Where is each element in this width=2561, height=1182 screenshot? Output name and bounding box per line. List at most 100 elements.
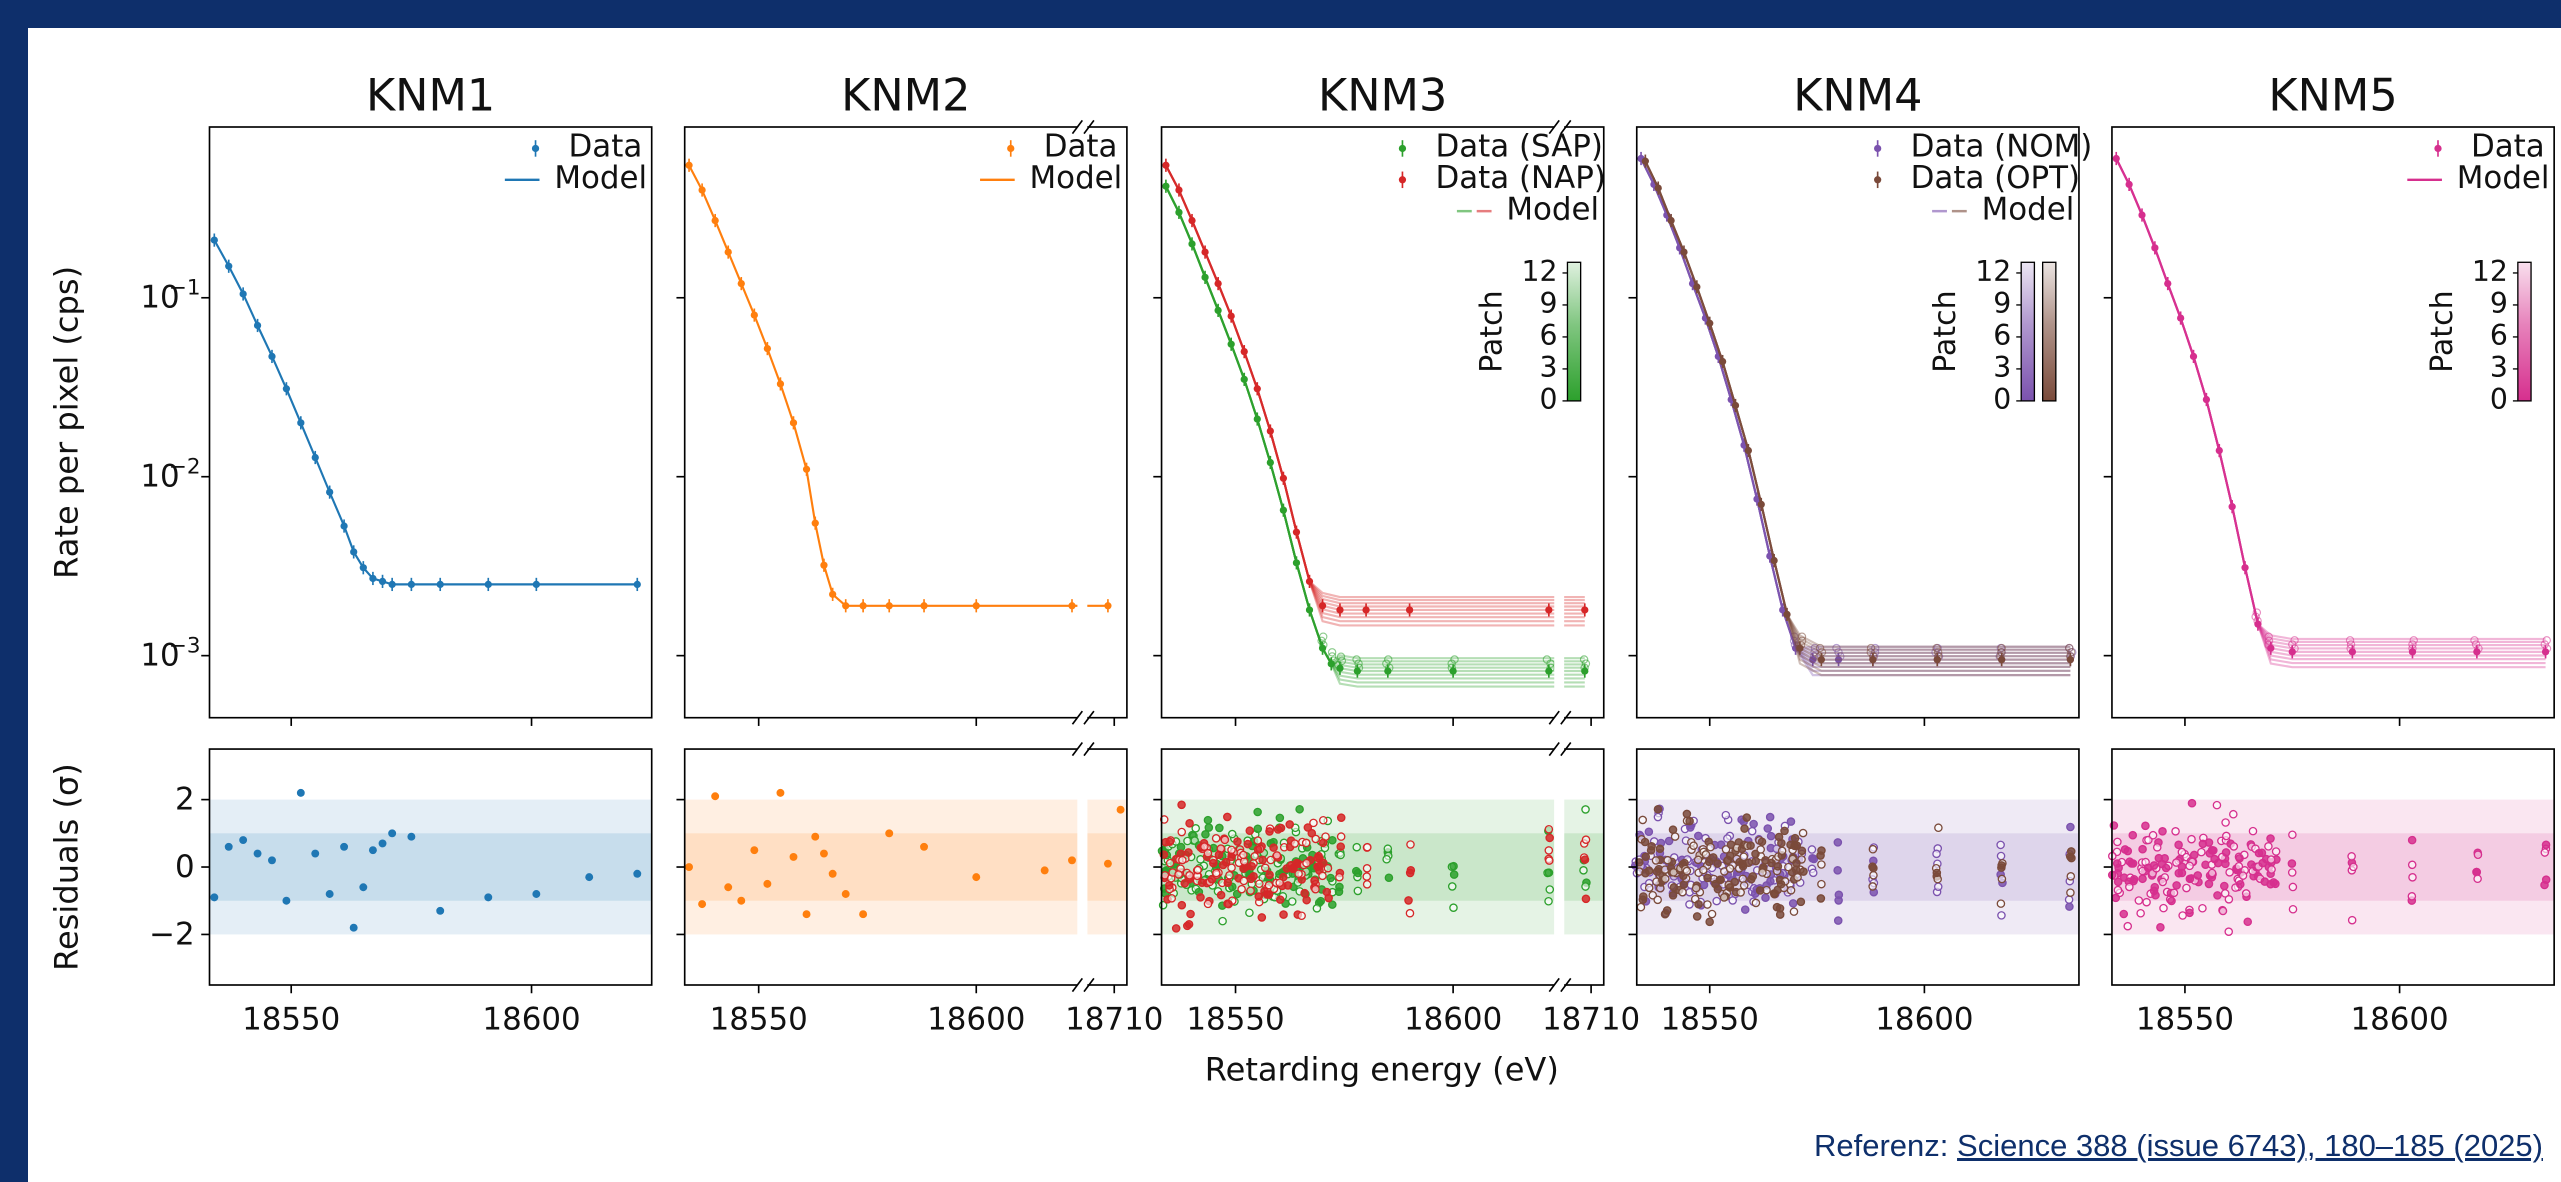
residual-point bbox=[1289, 863, 1298, 872]
colorbar-tick-label: 0 bbox=[2490, 383, 2508, 416]
residual-point bbox=[1220, 835, 1230, 845]
residual-point bbox=[1318, 871, 1327, 881]
reference-link[interactable]: Science 388 (issue 6743), 180–185 (2025) bbox=[1957, 1128, 2543, 1163]
residual-point bbox=[1309, 818, 1318, 828]
residual-point bbox=[1808, 868, 1818, 878]
legend-label: Model bbox=[2457, 160, 2550, 196]
residual-point bbox=[1193, 865, 1203, 875]
residual-point bbox=[1742, 813, 1752, 822]
y-tick-label: 10 bbox=[140, 638, 179, 674]
residual-point bbox=[1196, 893, 1205, 902]
residual-point bbox=[2207, 868, 2217, 878]
residual-point bbox=[2159, 903, 2168, 913]
data-point bbox=[1450, 655, 1459, 664]
residual-point bbox=[1644, 866, 1654, 875]
residual-point bbox=[2222, 831, 2231, 841]
residual-point bbox=[1287, 897, 1297, 906]
panel-title: KNM5 bbox=[2268, 70, 2397, 122]
residual-point bbox=[2138, 874, 2147, 884]
data-point bbox=[1240, 375, 1248, 383]
residual-point bbox=[1362, 864, 1372, 873]
residual-point bbox=[1335, 872, 1344, 882]
y-axis-label-top: Rate per pixel (cps) bbox=[48, 266, 86, 579]
data-point bbox=[369, 574, 377, 583]
residual-point bbox=[1040, 866, 1049, 875]
residual-point bbox=[2287, 868, 2297, 877]
data-point bbox=[1292, 528, 1301, 536]
data-point bbox=[1354, 663, 1364, 672]
residual-point bbox=[1833, 916, 1843, 925]
colorbar-tick-label: 12 bbox=[2472, 255, 2508, 288]
data-point bbox=[2228, 503, 2236, 511]
axis-break-mark bbox=[1560, 119, 1572, 135]
axis-break-mark bbox=[1548, 741, 1560, 757]
x-tick-label: 18600 bbox=[1875, 1002, 1973, 1038]
data-point bbox=[1933, 647, 1943, 657]
data-point bbox=[829, 590, 837, 598]
x-tick-label: 18550 bbox=[1661, 1002, 1759, 1038]
residual-point bbox=[2177, 868, 2187, 878]
model-line bbox=[1164, 164, 1585, 623]
residual-point bbox=[1705, 917, 1714, 927]
data-point bbox=[1868, 652, 1878, 661]
residual-point bbox=[1201, 830, 1210, 839]
data-point bbox=[1188, 240, 1196, 248]
residual-point bbox=[1934, 823, 1943, 833]
legend-label: Model bbox=[554, 160, 647, 196]
legend-label: Model bbox=[1506, 191, 1599, 227]
residual-point bbox=[1294, 869, 1303, 879]
data-point bbox=[820, 561, 828, 569]
residual-point bbox=[1311, 834, 1321, 844]
residual-point bbox=[436, 906, 445, 915]
residual-point bbox=[1713, 884, 1723, 894]
residual-point bbox=[1685, 900, 1694, 909]
y-tick-label: 10 bbox=[140, 280, 179, 316]
data-point bbox=[698, 186, 706, 194]
data-point bbox=[1866, 643, 1876, 653]
residual-point bbox=[1116, 805, 1125, 814]
residual-point bbox=[1691, 883, 1701, 893]
colorbar-tick-label: 9 bbox=[2490, 287, 2508, 320]
data-point bbox=[2345, 636, 2355, 645]
data-point bbox=[1327, 652, 1337, 661]
data-point bbox=[436, 580, 444, 589]
residual-point bbox=[2120, 845, 2130, 854]
residual-point bbox=[1384, 873, 1394, 883]
residual-point bbox=[1739, 852, 1749, 862]
reference-caption: Referenz: Science 388 (issue 6743), 180–… bbox=[1814, 1128, 2543, 1164]
residual-point bbox=[1817, 860, 1826, 869]
residual-point bbox=[1780, 826, 1789, 836]
data-point bbox=[1797, 636, 1807, 646]
data-point bbox=[1581, 606, 1589, 614]
data-point bbox=[1701, 314, 1710, 322]
residual-point bbox=[685, 863, 694, 871]
data-point bbox=[750, 311, 758, 319]
data-point bbox=[2408, 640, 2417, 649]
residual-point bbox=[2473, 874, 2482, 884]
residual-point bbox=[1303, 823, 1313, 832]
y-tick-label: −2 bbox=[149, 916, 195, 952]
residual-point bbox=[2125, 882, 2134, 892]
residual-point bbox=[2134, 896, 2144, 905]
sigma-band-1 bbox=[684, 833, 1078, 901]
residual-point bbox=[268, 856, 276, 865]
data-point bbox=[811, 519, 819, 527]
residual-point bbox=[2113, 837, 2122, 847]
residual-point bbox=[776, 788, 785, 797]
data-point bbox=[1253, 415, 1261, 423]
residual-point bbox=[789, 852, 798, 861]
model-line bbox=[1164, 164, 1585, 602]
residual-point bbox=[1336, 832, 1346, 841]
residual-point bbox=[585, 873, 594, 882]
data-point bbox=[2251, 612, 2260, 621]
legend-label: Data bbox=[569, 129, 643, 165]
residual-point bbox=[1302, 895, 1311, 905]
legend-label: Model bbox=[1982, 191, 2075, 227]
residual-point bbox=[1246, 886, 1255, 895]
data-point bbox=[225, 262, 233, 270]
residual-point bbox=[1336, 850, 1345, 860]
residual-point bbox=[1728, 896, 1737, 905]
residual-point bbox=[1544, 856, 1554, 865]
model-line bbox=[2115, 158, 2546, 653]
residual-point bbox=[1699, 865, 1708, 875]
